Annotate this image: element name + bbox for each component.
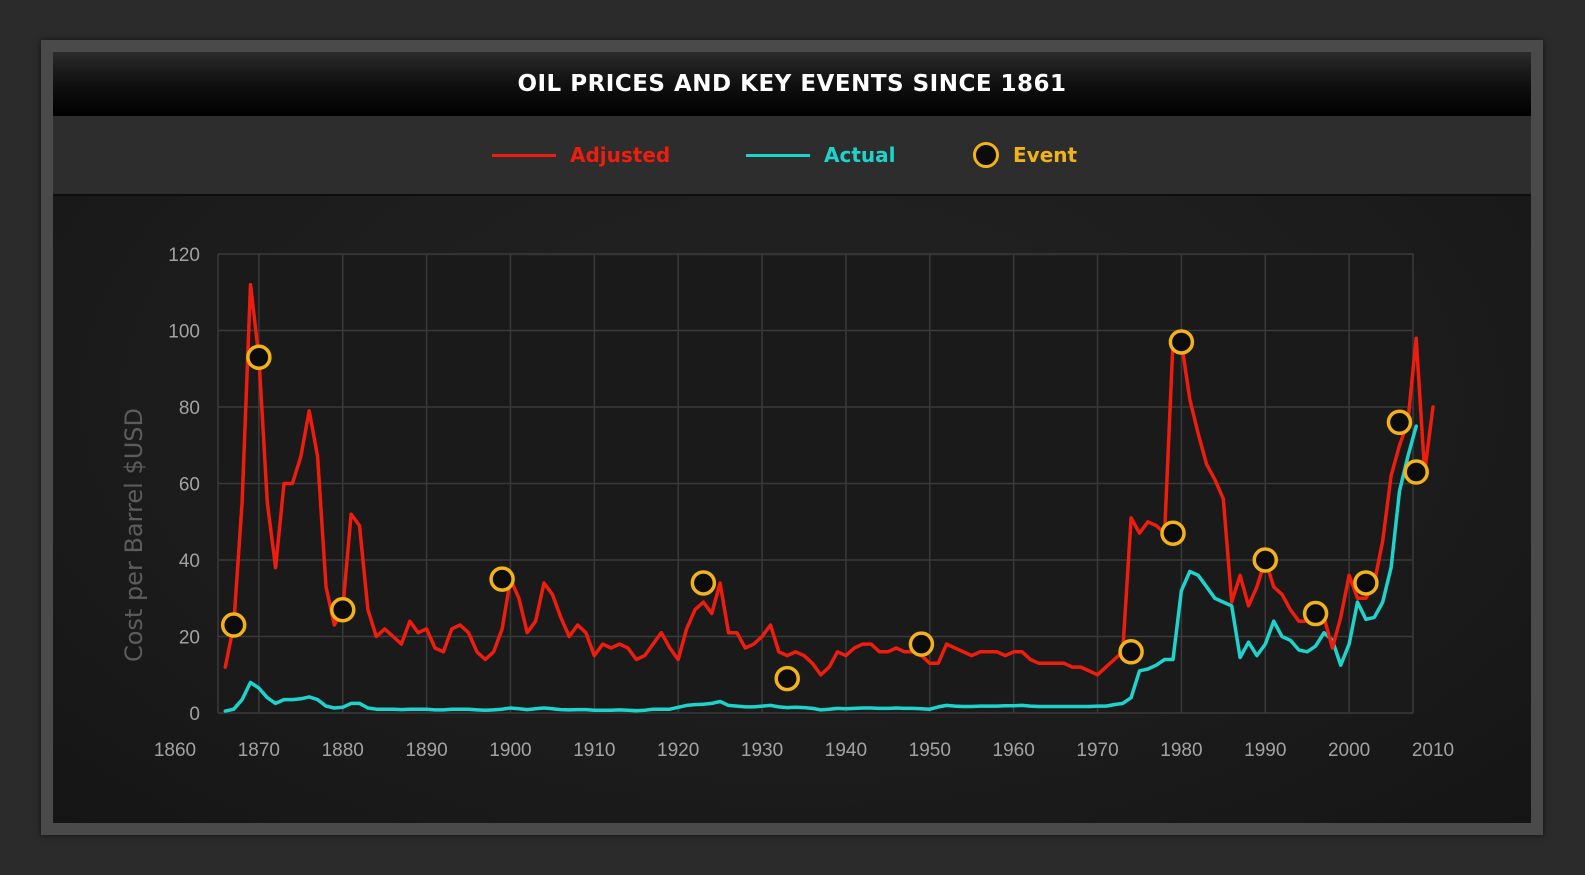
axis-ticks: 0 20 40 60 80 100 120 1860 1870 1880 1890 1900 1910 1… (154, 245, 1454, 761)
x-tick-label: 1870 (238, 740, 280, 761)
event-marker[interactable] (690, 570, 717, 596)
legend-line-actual (746, 153, 810, 157)
x-tick-label: 1920 (657, 740, 699, 761)
y-axis-title: Cost per Barrel $USD (120, 408, 148, 662)
x-tick-label: 1990 (1244, 740, 1286, 761)
event-marker[interactable] (246, 344, 272, 371)
x-tick-label: 2010 (1412, 740, 1454, 761)
x-tick-label: 1970 (1076, 740, 1118, 761)
event-marker[interactable] (489, 566, 515, 592)
x-tick-label: 2000 (1328, 740, 1370, 761)
x-tick-label: 1940 (825, 740, 867, 761)
x-tick-label: 1960 (993, 740, 1035, 761)
y-tick-label: 80 (179, 398, 200, 419)
y-tick-label: 40 (179, 551, 200, 572)
chart-title: OIL PRICES AND KEY EVENTS SINCE 1861 (517, 71, 1067, 97)
y-tick-label: 20 (179, 628, 200, 649)
legend-item-adjusted[interactable]: Adjusted (492, 116, 670, 194)
y-tick-label: 100 (168, 322, 200, 343)
x-tick-label: 1950 (909, 740, 951, 761)
x-tick-label: 1980 (1160, 740, 1202, 761)
chart-panel: OIL PRICES AND KEY EVENTS SINCE 1861 Adj… (53, 52, 1531, 823)
legend-marker-event (973, 142, 999, 168)
event-marker[interactable] (774, 665, 800, 692)
event-marker[interactable] (1168, 329, 1195, 355)
title-bar: OIL PRICES AND KEY EVENTS SINCE 1861 (53, 52, 1531, 116)
x-tick-label: 1930 (741, 740, 783, 761)
legend-item-event[interactable]: Event (973, 116, 1077, 194)
series-lines (223, 282, 1435, 713)
series-line-adjusted (223, 282, 1435, 677)
x-tick-label: 1880 (322, 740, 364, 761)
legend-item-actual[interactable]: Actual (746, 116, 895, 194)
event-marker[interactable] (1302, 600, 1329, 627)
event-marker[interactable] (329, 596, 356, 623)
legend: Adjusted Actual Event (53, 116, 1531, 196)
event-marker[interactable] (1403, 459, 1429, 485)
legend-line-adjusted (492, 153, 556, 157)
event-marker[interactable] (1160, 520, 1186, 546)
legend-label-adjusted: Adjusted (570, 143, 671, 167)
event-marker[interactable] (1252, 547, 1279, 573)
event-marker[interactable] (908, 631, 935, 657)
legend-label-event: Event (1013, 143, 1078, 167)
x-tick-label: 1910 (573, 740, 615, 761)
event-marker[interactable] (1353, 570, 1379, 596)
grid-lines (217, 253, 1414, 714)
x-tick-label: 1860 (154, 740, 196, 761)
line-chart: 0 20 40 60 80 100 120 1860 1870 1880 1890 1900 1910 1… (120, 245, 1454, 761)
event-markers (220, 329, 1429, 692)
event-marker[interactable] (1386, 409, 1413, 436)
x-tick-label: 1890 (405, 740, 447, 761)
event-marker[interactable] (1118, 639, 1144, 665)
y-tick-label: 120 (168, 245, 200, 266)
plot-area (218, 256, 1413, 715)
series-line-actual (223, 424, 1418, 713)
event-marker[interactable] (220, 612, 247, 638)
y-tick-label: 60 (179, 475, 200, 496)
legend-label-actual: Actual (824, 143, 896, 167)
x-tick-label: 1900 (489, 740, 531, 761)
y-tick-label: 0 (189, 704, 200, 725)
